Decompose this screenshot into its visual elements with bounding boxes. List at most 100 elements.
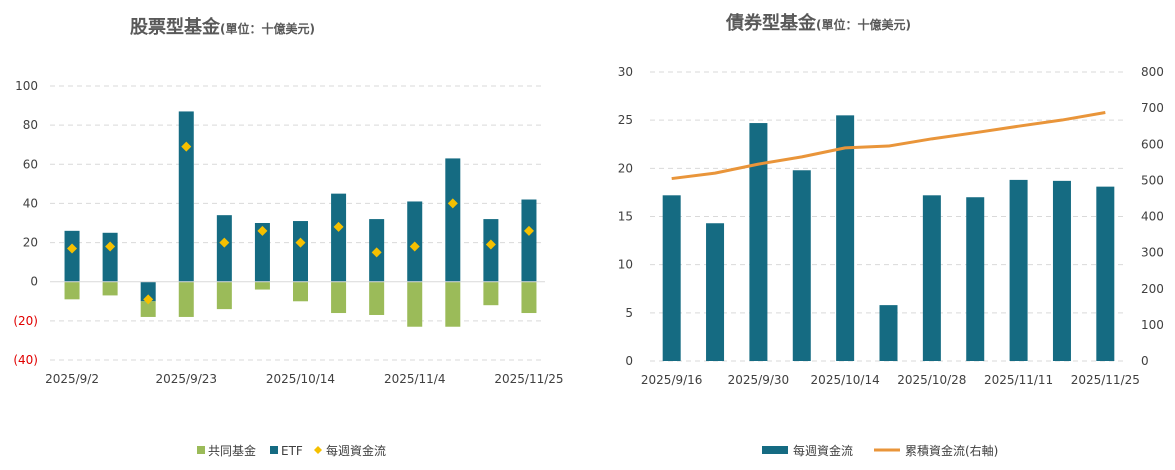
bond-legend: 每週資金流 累積資金流(右軸)	[762, 443, 998, 458]
y-tick-label: 40	[23, 196, 38, 210]
x-tick-label: 2025/11/25	[494, 372, 563, 386]
y-tick-label: 100	[15, 79, 38, 93]
mutual-fund-bar	[407, 281, 423, 327]
etf-bar	[216, 215, 232, 282]
weekly-flow-marker	[371, 247, 382, 258]
bond-weekly-bar	[1009, 179, 1028, 361]
bond-weekly-bar	[1052, 180, 1071, 361]
x-tick-label: 2025/10/14	[266, 372, 335, 386]
bond-weekly-bar	[792, 170, 811, 361]
legend-swatch-bond-weekly	[762, 446, 788, 454]
y-tick-label: 20	[23, 236, 38, 250]
mutual-fund-bar	[254, 281, 270, 290]
mutual-fund-bar	[445, 281, 461, 327]
y-right-tick-label: 0	[1141, 354, 1149, 368]
y-tick-label: 0	[30, 275, 38, 289]
x-tick-label: 2025/11/25	[1071, 373, 1140, 387]
weekly-flow-marker	[333, 221, 344, 232]
y-right-tick-label: 600	[1141, 137, 1164, 151]
mutual-fund-bar	[64, 281, 80, 300]
y-left-tick-label: 5	[625, 306, 633, 320]
y-right-tick-label: 200	[1141, 282, 1164, 296]
legend-label-cumulative: 累積資金流(右軸)	[905, 443, 998, 458]
mutual-fund-bar	[102, 281, 118, 296]
etf-bar	[521, 199, 537, 282]
x-tick-label: 2025/10/14	[811, 373, 880, 387]
bond-weekly-bar	[1096, 186, 1115, 361]
y-right-tick-label: 500	[1141, 173, 1164, 187]
x-tick-label: 2025/11/4	[384, 372, 446, 386]
cumulative-flow-line	[671, 110, 1106, 181]
x-tick-label: 2025/11/11	[984, 373, 1053, 387]
mutual-fund-bar	[521, 281, 537, 314]
etf-bar	[64, 230, 80, 282]
etf-bar	[140, 281, 156, 302]
weekly-flow-marker	[67, 243, 78, 254]
legend-swatch-mutual-fund	[197, 446, 205, 454]
bond-weekly-bar	[966, 197, 985, 361]
y-right-tick-label: 400	[1141, 210, 1164, 224]
etf-bar	[331, 193, 347, 282]
mutual-fund-bar	[369, 281, 385, 315]
bond-weekly-bar	[662, 195, 681, 361]
weekly-flow-marker	[409, 241, 420, 252]
y-left-tick-label: 30	[618, 65, 633, 79]
weekly-flow-marker	[295, 237, 306, 248]
weekly-flow-marker	[219, 237, 230, 248]
y-tick-label: 80	[23, 118, 38, 132]
etf-bar	[254, 223, 270, 282]
weekly-flow-marker	[523, 225, 534, 236]
x-tick-label: 2025/9/2	[45, 372, 99, 386]
y-left-tick-label: 20	[618, 161, 633, 175]
y-tick-label: (20)	[13, 314, 38, 328]
legend-swatch-etf	[270, 446, 278, 454]
etf-bar	[445, 158, 461, 282]
x-tick-label: 2025/9/23	[156, 372, 218, 386]
y-left-tick-label: 10	[618, 258, 633, 272]
y-right-tick-label: 300	[1141, 246, 1164, 260]
bond-weekly-bar	[836, 115, 855, 361]
etf-bar	[293, 221, 308, 282]
mutual-fund-bar	[483, 281, 499, 306]
weekly-flow-marker	[143, 294, 154, 305]
y-right-tick-label: 700	[1141, 101, 1164, 115]
x-tick-label: 2025/9/16	[641, 373, 703, 387]
bond-chart-title: 債券型基金(單位：十億美元)	[725, 12, 911, 34]
legend-marker-weekly-flow	[314, 446, 322, 454]
equity-fund-chart: 100 80 60 40 20 0 (20) (40) 2025/9/2 2025/9/23 202…	[13, 79, 563, 386]
y-left-tick-label: 25	[618, 113, 633, 127]
etf-bar	[178, 111, 194, 282]
etf-bar	[102, 232, 118, 282]
etf-bar	[483, 219, 499, 282]
x-tick-label: 2025/9/30	[728, 373, 790, 387]
y-left-tick-label: 15	[618, 210, 633, 224]
y-tick-label: 60	[23, 157, 38, 171]
mutual-fund-bar	[216, 281, 232, 310]
legend-label-mutual-fund: 共同基金	[208, 443, 256, 458]
bond-weekly-bar	[922, 195, 941, 361]
mutual-fund-bar	[140, 301, 156, 317]
weekly-flow-marker	[105, 241, 116, 252]
equity-chart-title: 股票型基金(單位：十億美元)	[129, 16, 315, 38]
legend-label-bond-weekly: 每週資金流	[793, 443, 853, 458]
legend-label-weekly-flow: 每週資金流	[326, 443, 386, 458]
x-tick-label: 2025/10/28	[897, 373, 966, 387]
mutual-fund-bar	[178, 281, 194, 317]
y-left-tick-label: 0	[625, 354, 633, 368]
bond-fund-chart: 3025201510508007006005004003002001000202…	[618, 65, 1164, 387]
bond-weekly-bar	[879, 305, 898, 361]
y-right-tick-label: 100	[1141, 318, 1164, 332]
weekly-flow-marker	[257, 225, 268, 236]
y-right-tick-label: 800	[1141, 65, 1164, 79]
mutual-fund-bar	[331, 281, 347, 314]
mutual-fund-bar	[293, 281, 308, 302]
weekly-flow-marker	[447, 198, 458, 209]
legend-label-etf: ETF	[281, 444, 303, 458]
equity-legend: 共同基金 ETF 每週資金流	[197, 443, 386, 458]
weekly-flow-marker	[485, 239, 496, 250]
weekly-flow-marker	[181, 141, 192, 152]
bond-weekly-bar	[749, 123, 768, 361]
y-tick-label: (40)	[13, 353, 38, 367]
bond-weekly-bar	[706, 223, 725, 361]
